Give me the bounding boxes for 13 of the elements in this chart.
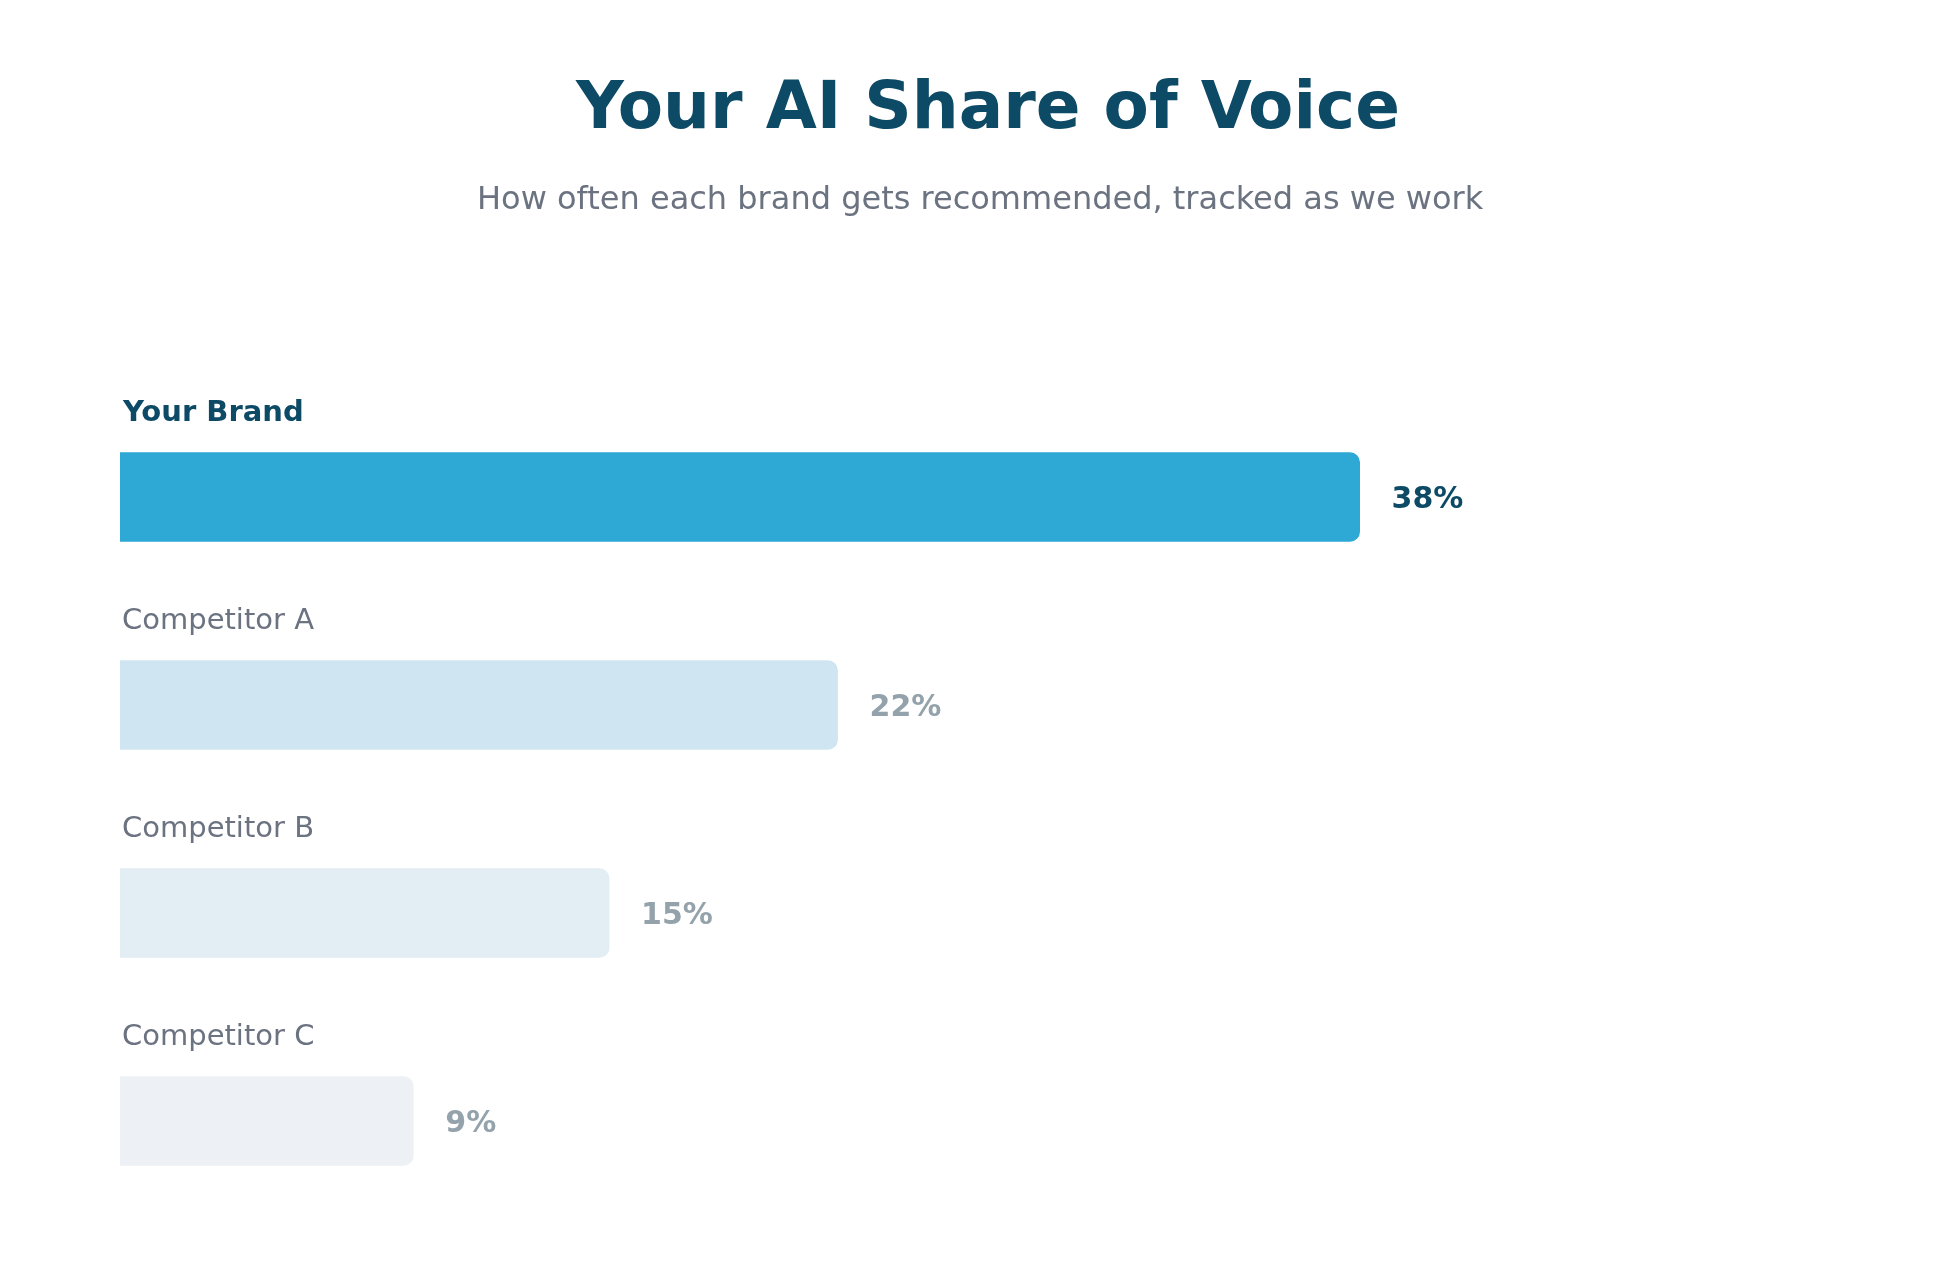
bar xyxy=(120,452,1360,542)
data-label: 9% xyxy=(445,1103,497,1139)
bar xyxy=(120,660,838,750)
y-tick-label: Competitor A xyxy=(122,602,315,636)
chart-title: Your AI Share of Voice xyxy=(575,67,1400,145)
data-label: 15% xyxy=(641,895,713,931)
chart-subtitle: How often each brand gets recommended, tracked as we work xyxy=(477,179,1484,217)
data-label: 22% xyxy=(869,687,942,723)
data-label: 38% xyxy=(1391,479,1464,515)
y-tick-label: Competitor B xyxy=(122,810,315,844)
y-tick-label: Competitor C xyxy=(122,1018,315,1052)
bar xyxy=(120,868,610,958)
y-tick-label: Your Brand xyxy=(122,394,304,428)
